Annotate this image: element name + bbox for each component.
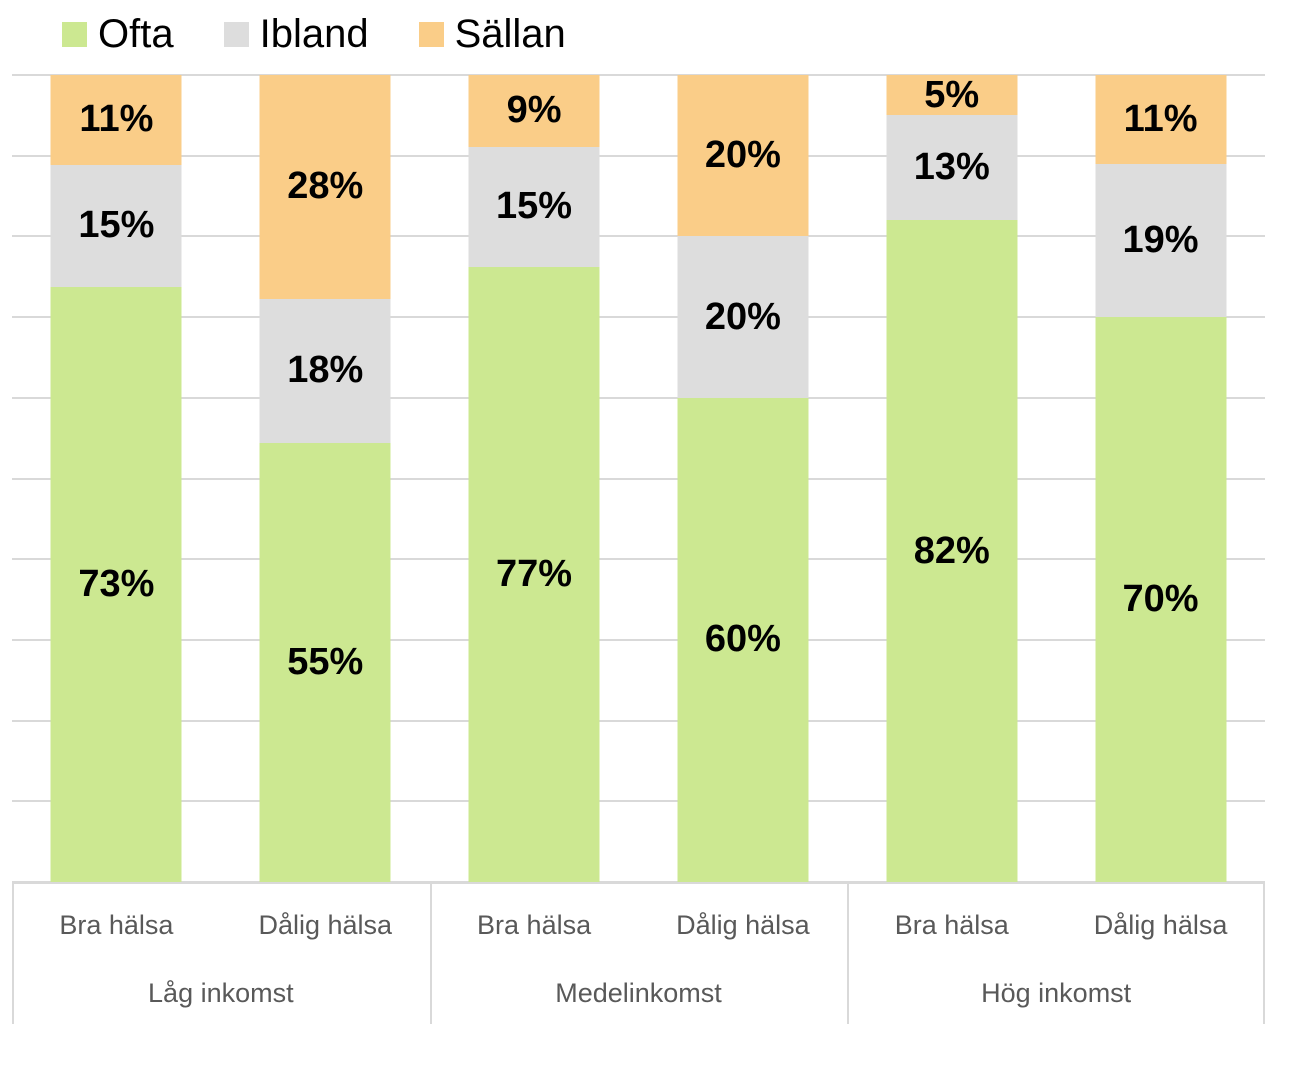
data-label: 19% [1122, 218, 1199, 261]
gridline [12, 477, 1265, 480]
data-label: 18% [287, 349, 364, 392]
category-label: Dålig hälsa [1093, 910, 1228, 940]
axis-edge-line [12, 884, 14, 1024]
data-label: 28% [287, 165, 364, 208]
bar: 82% 13% 5% [886, 73, 1018, 882]
gridline [12, 74, 1265, 76]
group-label: Hög inkomst [981, 978, 1132, 1008]
category-label: Dålig hälsa [258, 910, 393, 940]
gridline [12, 154, 1265, 157]
group-label: Låg inkomst [148, 978, 294, 1008]
legend-label-ofta: Ofta [98, 12, 174, 56]
data-label: 73% [78, 562, 155, 605]
bar-segment-sällan: 20% [677, 75, 809, 237]
bar: 73% 15% 11% [50, 75, 182, 882]
legend-label-sallan: Sällan [454, 12, 566, 56]
bar-segment-ibland: 18% [259, 298, 391, 443]
gridline [12, 638, 1265, 641]
bar-segment-ibland: 20% [677, 236, 809, 398]
axis-edge-line [1263, 884, 1265, 1024]
bar-column: 77% 15% 9% [430, 75, 639, 882]
bar-segment-sällan: 5% [886, 73, 1018, 116]
data-label: 77% [496, 552, 573, 595]
data-label: 60% [704, 618, 781, 661]
data-label: 20% [704, 295, 781, 338]
legend-label-ibland: Ibland [259, 12, 369, 56]
legend-item-ibland: Ibland [223, 12, 369, 56]
category-label: Bra hälsa [477, 910, 592, 940]
bar-column: 70% 19% 11% [1056, 75, 1265, 882]
data-label: 9% [506, 89, 562, 132]
legend-swatch-ibland-icon [223, 21, 249, 47]
bar-segment-ofta: 73% [50, 286, 182, 882]
bar-segment-ofta: 55% [259, 442, 391, 882]
gridline [12, 800, 1265, 803]
category-label: Bra hälsa [59, 910, 174, 940]
data-label: 5% [924, 73, 980, 116]
data-label: 11% [1123, 97, 1198, 140]
data-label: 82% [913, 529, 990, 572]
bar-column: 55% 18% 28% [221, 75, 430, 882]
bar: 55% 18% 28% [259, 75, 391, 882]
bar: 70% 19% 11% [1095, 75, 1227, 882]
legend-item-ofta: Ofta [62, 14, 174, 54]
bar-segment-ofta: 82% [886, 220, 1018, 882]
plot-area: 73% 15% 11% 55% 18% 28% 77% 15% 9% 60% 20% 20% 82% 13… [12, 73, 1265, 883]
bar-segment-ofta: 70% [1095, 317, 1227, 882]
data-label: 13% [913, 146, 990, 189]
data-label: 11% [79, 98, 154, 141]
legend-swatch-ofta-icon [62, 21, 87, 47]
group-divider [429, 884, 432, 1024]
category-label: Dålig hälsa [676, 910, 810, 940]
gridline [12, 235, 1265, 238]
bar-segment-ibland: 19% [1095, 163, 1227, 318]
bar-column: 73% 15% 11% [12, 75, 221, 882]
category-label: Bra hälsa [894, 910, 1009, 940]
legend-swatch-sallan-icon [418, 21, 444, 47]
bar-segment-ofta: 77% [468, 266, 600, 882]
legend: Ofta Ibland Sällan [62, 10, 566, 58]
gridline [12, 316, 1265, 319]
gridline [12, 558, 1265, 561]
bar: 77% 15% 9% [468, 75, 600, 882]
data-label: 20% [704, 134, 781, 177]
legend-item-sallan: Sällan [418, 12, 566, 56]
bar-segment-sällan: 28% [259, 75, 391, 299]
bar-segment-sällan: 11% [1095, 75, 1227, 164]
bar-segment-ibland: 15% [468, 146, 600, 267]
x-axis: Bra hälsa Dålig hälsa Bra hälsa Dålig hälsa… [12, 882, 1265, 1024]
bar-segment-ibland: 15% [50, 164, 182, 287]
bar-segment-sällan: 9% [468, 75, 600, 147]
gridline [12, 396, 1265, 399]
bar-column: 82% 13% 5% [847, 73, 1056, 882]
data-label: 15% [496, 185, 573, 228]
bar-segment-ibland: 13% [886, 115, 1018, 221]
group-divider [847, 884, 850, 1024]
gridline [12, 719, 1265, 722]
bar: 60% 20% 20% [677, 75, 809, 882]
group-label: Medelinkomst [555, 978, 722, 1008]
data-label: 70% [1122, 578, 1199, 621]
bar-segment-sällan: 11% [50, 75, 182, 165]
data-label: 55% [287, 640, 364, 683]
data-label: 15% [78, 204, 155, 247]
bar-column: 60% 20% 20% [639, 75, 848, 882]
bar-segment-ofta: 60% [677, 397, 809, 882]
